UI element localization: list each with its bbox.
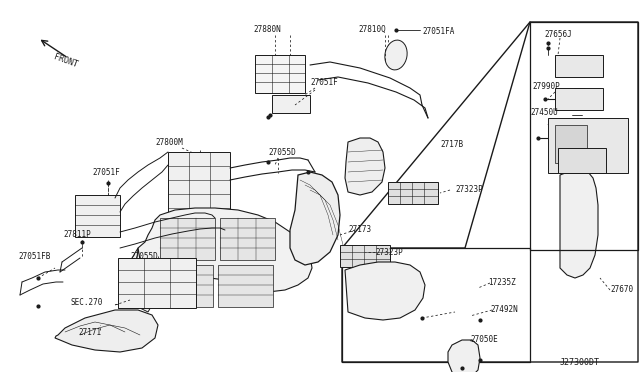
Text: 27323P: 27323P [375, 248, 403, 257]
Text: 27492N: 27492N [490, 305, 518, 314]
Text: J27300DT: J27300DT [560, 358, 600, 367]
Bar [75, 195, 120, 237]
Text: 27050E: 27050E [470, 335, 498, 344]
Bar [255, 55, 305, 93]
Text: 27656J: 27656J [544, 30, 572, 39]
Polygon shape [448, 340, 480, 372]
Text: 27051F: 27051F [92, 168, 120, 177]
Text: 27171: 27171 [78, 328, 101, 337]
Bar [340, 245, 390, 267]
Bar [388, 182, 438, 204]
Bar [530, 22, 638, 250]
Bar [158, 265, 213, 307]
Text: 2717B: 2717B [440, 140, 463, 149]
Text: 27055D: 27055D [130, 252, 157, 261]
Text: 27800M: 27800M [155, 138, 183, 147]
Bar [168, 152, 230, 224]
Polygon shape [128, 248, 152, 312]
Text: 27880N: 27880N [253, 25, 281, 34]
Polygon shape [290, 172, 340, 265]
Polygon shape [138, 208, 312, 292]
Polygon shape [55, 310, 158, 352]
Polygon shape [560, 170, 598, 278]
Text: 27810Q: 27810Q [358, 25, 386, 34]
Text: 27051FA: 27051FA [422, 27, 454, 36]
Bar [555, 55, 603, 77]
Bar [272, 95, 310, 113]
Text: SEC.270: SEC.270 [70, 298, 102, 307]
Bar [558, 148, 606, 173]
Text: FRONT: FRONT [52, 52, 79, 69]
Text: 27450U: 27450U [530, 108, 557, 117]
Bar [118, 258, 196, 308]
Ellipse shape [385, 40, 407, 70]
Text: 27811P: 27811P [63, 230, 91, 239]
Bar [548, 118, 628, 173]
Text: 27670: 27670 [610, 285, 633, 294]
Bar [160, 218, 215, 260]
Text: 27055D: 27055D [268, 148, 296, 157]
Bar [555, 88, 603, 110]
Text: 27173: 27173 [348, 225, 371, 234]
Text: 27990P: 27990P [532, 82, 560, 91]
Text: 27323P: 27323P [455, 185, 483, 194]
Text: 17235Z: 17235Z [488, 278, 516, 287]
Polygon shape [345, 138, 385, 195]
Text: 27051FB: 27051FB [18, 252, 51, 261]
Polygon shape [345, 262, 425, 320]
Bar [220, 218, 275, 260]
Bar [218, 265, 273, 307]
Text: 27051F: 27051F [310, 78, 338, 87]
Bar [555, 125, 587, 163]
